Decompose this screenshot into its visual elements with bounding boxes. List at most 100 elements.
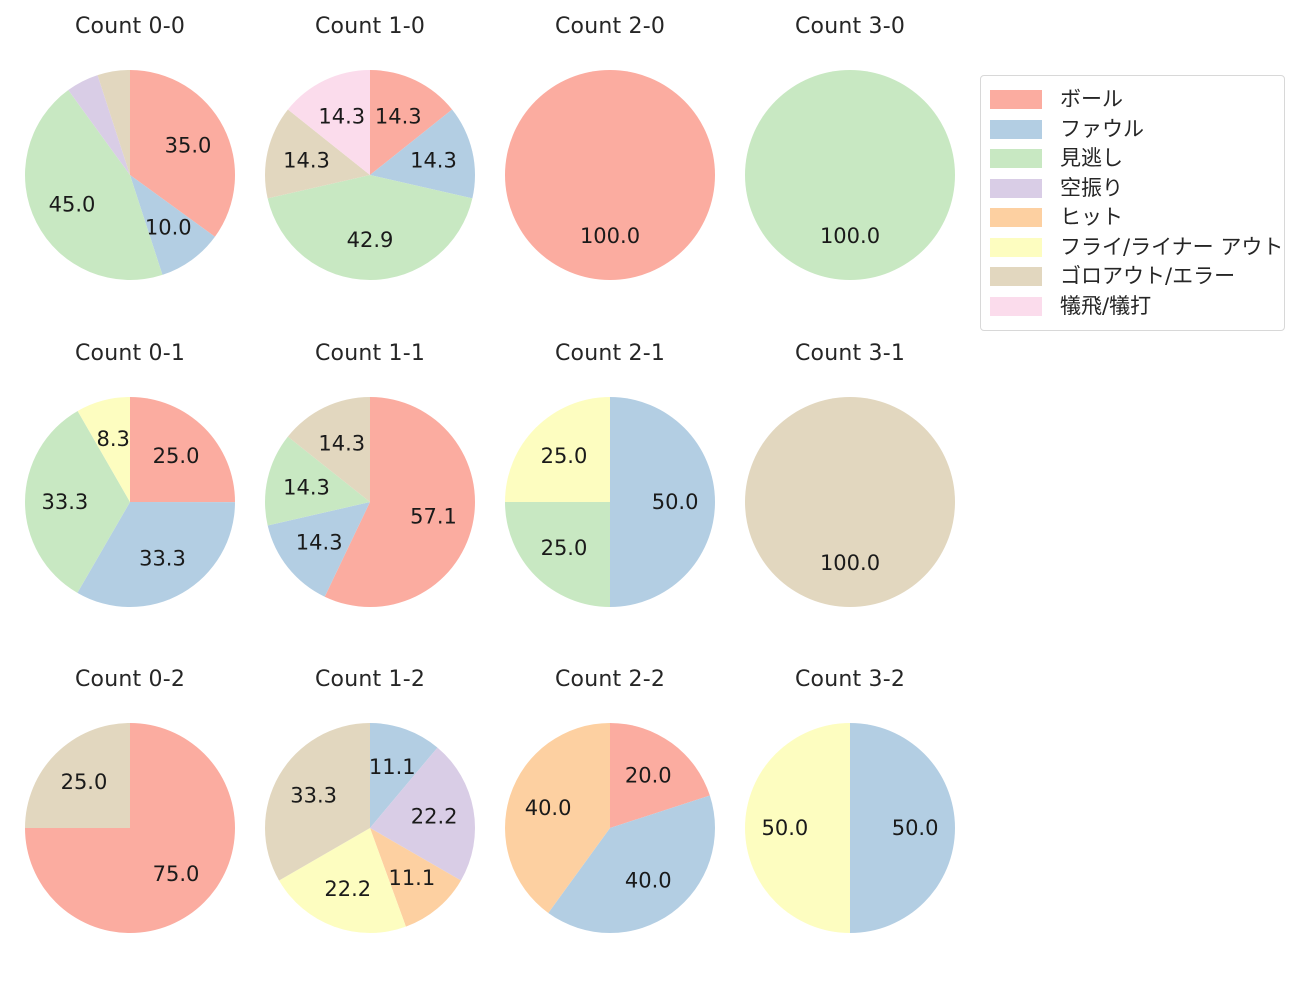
- pie-slice-label: 11.1: [369, 755, 416, 779]
- pie-panel: Count 1-1 57.1 14.3 14.3 14.3: [250, 327, 490, 652]
- pie-slice-label: 14.3: [296, 531, 343, 555]
- pie-svg: 75.0 25.0: [25, 723, 235, 933]
- legend-swatch-icon: [990, 296, 1042, 316]
- pie-slice[interactable]: [130, 70, 236, 237]
- pie-slice-label: 14.3: [283, 149, 330, 173]
- pie-slice-label: 14.3: [375, 104, 422, 128]
- pie-slice[interactable]: [850, 723, 955, 933]
- pie-slice[interactable]: [130, 175, 215, 275]
- pie-slice-label: 100.0: [820, 224, 880, 248]
- pie-slice[interactable]: [287, 70, 370, 175]
- pie-holder: 25.0 33.3 33.3 8.3: [15, 387, 245, 617]
- pie-panel: Count 0-1 25.0 33.3 33.3 8.3: [10, 327, 250, 652]
- legend-item-label: 犠飛/犠打: [1060, 293, 1152, 318]
- pie-slice[interactable]: [505, 70, 715, 280]
- pie-panel-title: Count 3-0: [794, 14, 906, 39]
- pie-svg: 11.1 22.2 11.1 22.2 33.3: [265, 723, 475, 933]
- pie-svg: 100.0: [745, 70, 955, 280]
- pie-slice[interactable]: [505, 723, 610, 913]
- legend-item[interactable]: 見逃し: [990, 144, 1274, 174]
- pie-slice[interactable]: [265, 109, 370, 199]
- pie-slice[interactable]: [287, 397, 370, 502]
- pie-panel: Count 0-0 35.0 10.0 45.0: [10, 0, 250, 325]
- pie-slice-label: 14.3: [283, 476, 330, 500]
- pie-slice[interactable]: [505, 397, 610, 502]
- pie-svg: 20.0 40.0 40.0: [505, 723, 715, 933]
- pie-holder: 14.3 14.3 42.9 14.3 14.3: [255, 60, 485, 290]
- pie-svg: 100.0: [745, 397, 955, 607]
- pie-slice[interactable]: [370, 70, 453, 175]
- legend-item-label: ヒット: [1060, 205, 1123, 230]
- pie-svg: 50.0 25.0 25.0: [505, 397, 715, 607]
- pie-panel-title: Count 2-1: [554, 341, 666, 366]
- pie-slice[interactable]: [265, 436, 370, 526]
- pie-slice[interactable]: [370, 747, 475, 881]
- pie-svg: 50.0 50.0: [745, 723, 955, 933]
- pie-slice[interactable]: [745, 397, 955, 607]
- pie-slice[interactable]: [130, 397, 235, 503]
- pie-slice-label: 40.0: [525, 796, 572, 820]
- legend-item[interactable]: 空振り: [990, 174, 1274, 204]
- pie-slice[interactable]: [370, 723, 438, 828]
- pie-slice-label: 57.1: [410, 504, 457, 528]
- legend-swatch-icon: [990, 178, 1042, 198]
- pie-slice[interactable]: [370, 828, 461, 927]
- pie-slice[interactable]: [25, 90, 163, 280]
- legend-item[interactable]: ヒット: [990, 203, 1274, 233]
- pie-slice[interactable]: [745, 723, 850, 933]
- pie-svg: 14.3 14.3 42.9 14.3 14.3: [265, 70, 475, 281]
- pie-slice[interactable]: [324, 397, 475, 607]
- pie-panel: Count 1-0 14.3 14.3 42.9 14.3 14.3: [250, 0, 490, 325]
- pie-holder: 50.0 50.0: [735, 713, 965, 943]
- pie-panel: Count 1-2 11.1 22.2 11.1 22.2 33.3: [250, 653, 490, 978]
- pie-slice[interactable]: [68, 75, 130, 175]
- pie-slice[interactable]: [267, 175, 473, 281]
- pie-slice[interactable]: [610, 397, 715, 607]
- pie-slice[interactable]: [97, 70, 130, 175]
- pie-slice-label: 25.0: [153, 444, 200, 468]
- pie-panel-title: Count 0-2: [74, 667, 186, 692]
- legend-item-label: ゴロアウト/エラー: [1060, 264, 1236, 289]
- pie-holder: 11.1 22.2 11.1 22.2 33.3: [255, 713, 485, 943]
- pie-slice[interactable]: [267, 502, 370, 597]
- pie-panel-title: Count 3-2: [794, 667, 906, 692]
- pie-slice[interactable]: [77, 397, 130, 502]
- pie-holder: 100.0: [735, 60, 965, 290]
- pie-slice[interactable]: [370, 109, 475, 199]
- pie-slice-label: 100.0: [580, 224, 640, 248]
- pie-slice-label: 22.2: [411, 805, 458, 829]
- legend-item[interactable]: ファウル: [990, 115, 1274, 145]
- pie-slice-label: 35.0: [165, 133, 212, 157]
- pie-slice[interactable]: [25, 723, 130, 828]
- legend-item[interactable]: ボール: [990, 85, 1274, 115]
- pie-slice-label: 33.3: [42, 490, 89, 514]
- pie-slice[interactable]: [548, 795, 715, 933]
- pie-slice[interactable]: [265, 723, 370, 881]
- pie-slice-label: 11.1: [388, 866, 435, 890]
- pie-slice[interactable]: [24, 410, 130, 593]
- legend-swatch-icon: [990, 237, 1042, 257]
- legend-swatch-icon: [990, 119, 1042, 139]
- pie-slice[interactable]: [279, 828, 406, 933]
- pie-panel-title: Count 2-2: [554, 667, 666, 692]
- pie-slice-label: 33.3: [290, 783, 337, 807]
- pie-slice[interactable]: [505, 502, 610, 607]
- legend-item[interactable]: ゴロアウト/エラー: [990, 262, 1274, 292]
- pie-slice[interactable]: [745, 70, 955, 280]
- pie-panel-title: Count 2-0: [554, 14, 666, 39]
- pie-slice-label: 14.3: [318, 431, 365, 455]
- pie-panel: Count 2-2 20.0 40.0 40.0: [490, 653, 730, 978]
- pie-slice[interactable]: [610, 723, 710, 828]
- legend-item[interactable]: フライ/ライナー アウト: [990, 233, 1283, 263]
- pie-panel-title: Count 1-0: [314, 14, 426, 39]
- legend-item[interactable]: 犠飛/犠打: [990, 292, 1274, 322]
- pie-slice-label: 40.0: [625, 869, 672, 893]
- pie-slice-label: 33.3: [139, 546, 186, 570]
- pie-panel-title: Count 0-1: [74, 341, 186, 366]
- pie-slice[interactable]: [77, 502, 235, 607]
- pie-slice-label: 14.3: [410, 149, 457, 173]
- pie-holder: 20.0 40.0 40.0: [495, 713, 725, 943]
- pie-slice-label: 22.2: [324, 877, 371, 901]
- legend-swatch-icon: [990, 267, 1042, 287]
